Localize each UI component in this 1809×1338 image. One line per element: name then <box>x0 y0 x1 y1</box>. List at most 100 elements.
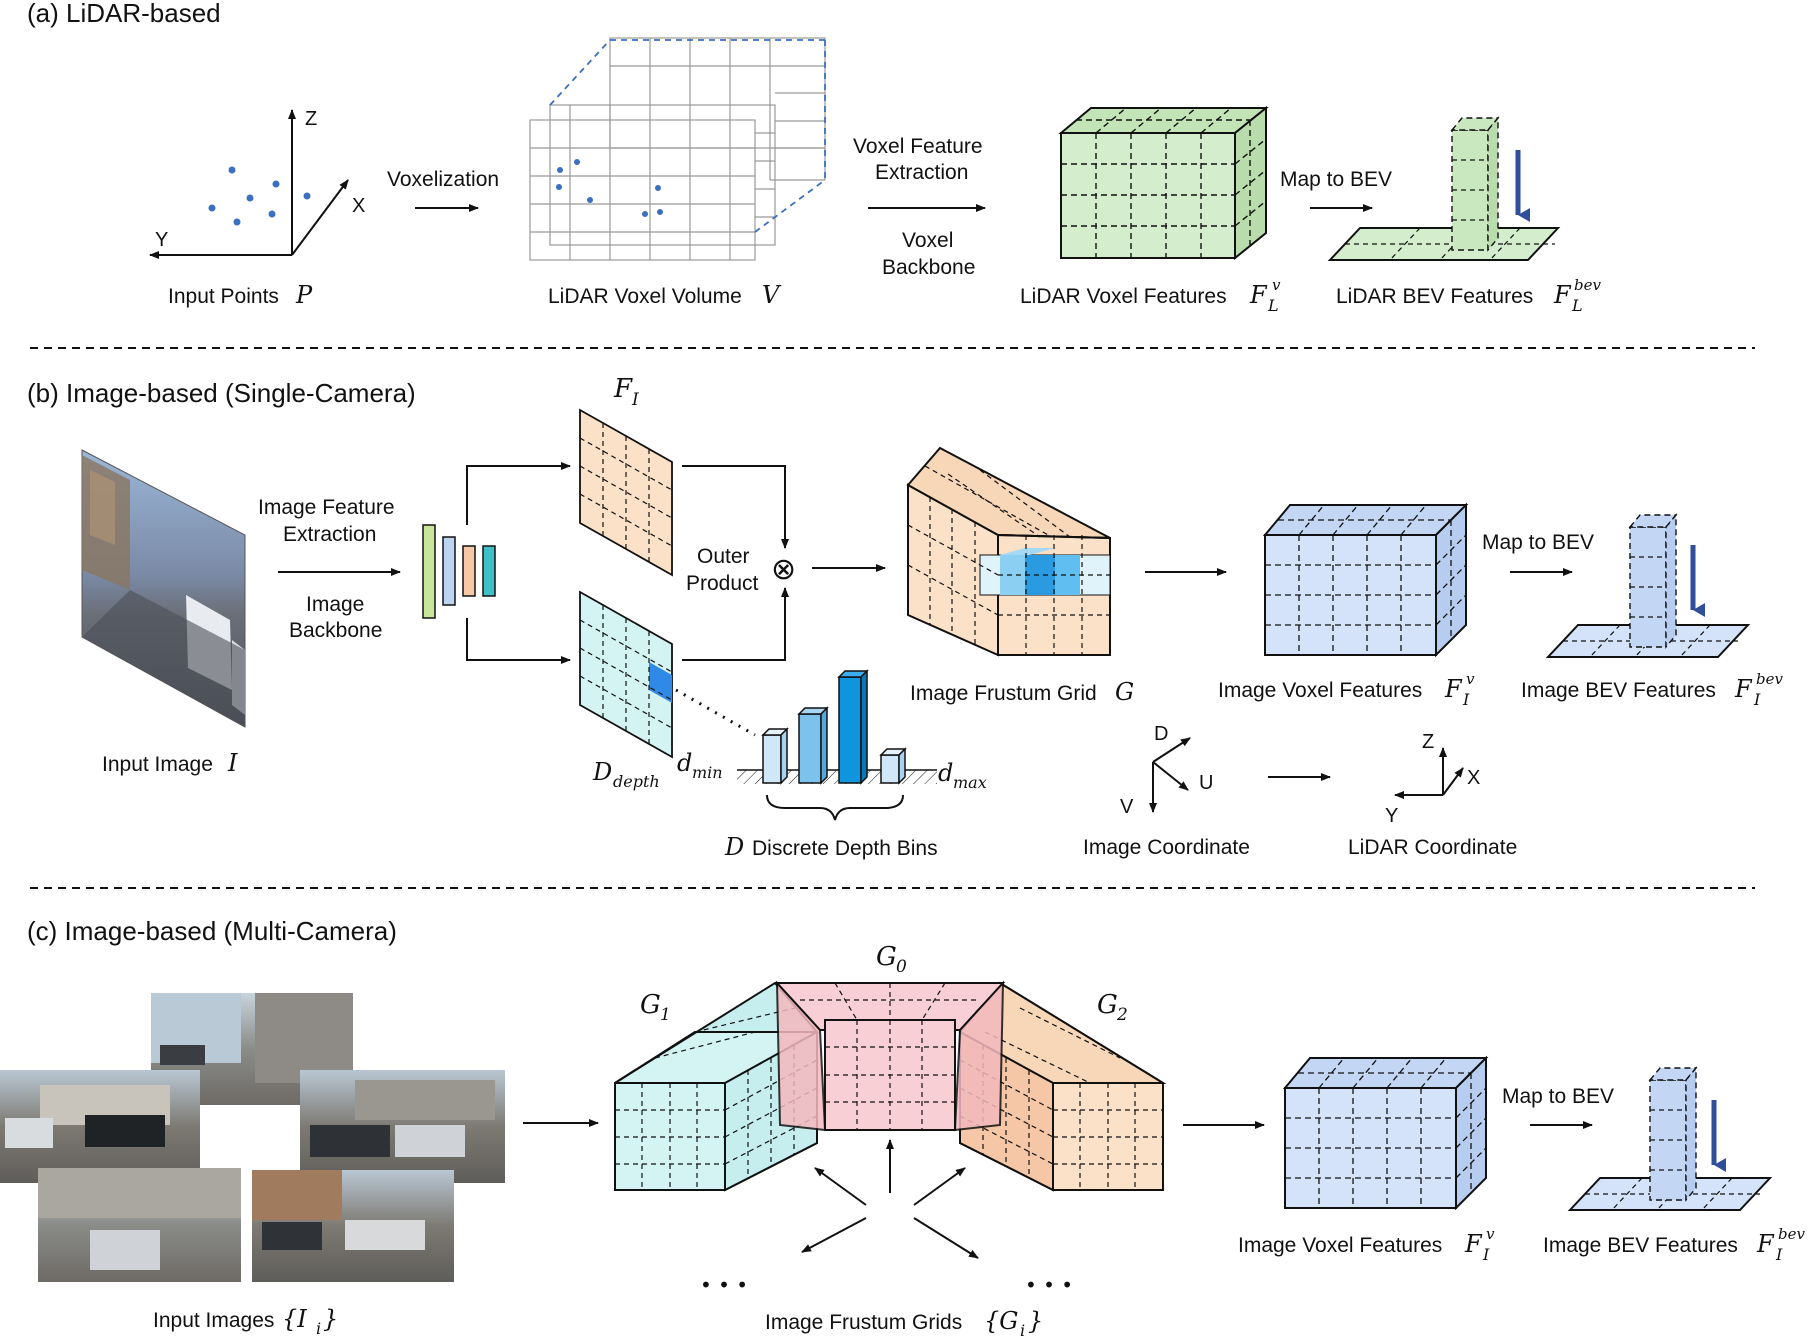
voxel-volume-label: LiDAR Voxel Volume <box>548 285 742 308</box>
lidar-axes: Z X Y <box>149 108 365 259</box>
image-bev-features-symbol-b: F <box>1734 675 1753 703</box>
frustum-grids-close: } <box>1028 1307 1043 1335</box>
image-backbone-blocks <box>422 524 496 619</box>
frustum-grids-label: Image Frustum Grids <box>765 1311 962 1334</box>
image-bev-features-symbol-c: F <box>1756 1230 1775 1258</box>
depth-dotted-link <box>675 688 756 737</box>
image-voxel-features-sub-b: I <box>1462 690 1470 709</box>
voxel-volume-symbol: V <box>762 281 782 309</box>
dmin-sub: min <box>692 763 723 782</box>
g1-symbol: G <box>640 990 661 1020</box>
depth-bins-symbol: D <box>724 833 744 861</box>
lidar-axis-x-label: X <box>1467 767 1480 789</box>
image-voxel-features-sup-c: v <box>1486 1225 1495 1243</box>
map-to-bev-label-c: Map to BEV <box>1502 1085 1614 1108</box>
dmin-symbol: d <box>677 749 692 777</box>
image-backbone-label-1: Image <box>306 593 364 616</box>
axis-z-label: Z <box>305 108 317 130</box>
input-images-collage <box>0 993 505 1282</box>
image-bev-features-sup-b: bev <box>1756 670 1783 688</box>
image-voxel-features-label-c: Image Voxel Features <box>1238 1234 1442 1257</box>
image-voxel-features-label-b: Image Voxel Features <box>1218 679 1422 702</box>
lidar-voxel-volume <box>529 37 826 261</box>
input-images-symbol: {I <box>282 1305 307 1333</box>
frustum-grid-label: Image Frustum Grid <box>910 682 1097 705</box>
depth-bins-label: Discrete Depth Bins <box>752 837 938 860</box>
lidar-voxel-features-cube <box>1058 105 1269 261</box>
lidar-coordinate-axes <box>1394 747 1464 799</box>
image-backbone-label-2: Backbone <box>289 619 382 642</box>
frustum-grid-symbol: G <box>1115 678 1134 706</box>
input-image-symbol: I <box>227 749 238 777</box>
voxel-points <box>556 159 663 217</box>
image-frustum-grid <box>906 446 1111 657</box>
axis-u-label: U <box>1199 772 1213 794</box>
outer-product-label-2: Product <box>686 572 759 595</box>
input-images-sub: i <box>316 1319 321 1338</box>
image-feature-extraction-label-1: Image Feature <box>258 496 395 519</box>
g0-sub: 0 <box>896 957 907 977</box>
lidar-voxel-features-label: LiDAR Voxel Features <box>1020 285 1227 308</box>
lidar-coordinate-label: LiDAR Coordinate <box>1348 836 1517 859</box>
image-voxel-features-sup-b: v <box>1466 670 1475 688</box>
image-voxel-features-cube-b <box>1262 502 1469 658</box>
input-images-label: Input Images <box>153 1309 274 1332</box>
section-a-title: (a) LiDAR-based <box>27 0 221 28</box>
image-voxel-features-sub-c: I <box>1482 1245 1490 1264</box>
image-bev-features-c <box>1567 1066 1773 1211</box>
image-bev-features-b <box>1545 513 1751 658</box>
frustum-grids-symbol: {G <box>984 1307 1018 1335</box>
input-images-close: } <box>323 1305 338 1333</box>
input-points-symbol: P <box>295 281 313 309</box>
ddepth-symbol: D <box>592 758 612 786</box>
axis-v-label: V <box>1120 796 1134 818</box>
axis-x-label: X <box>352 195 365 217</box>
image-feature-extraction-label-2: Extraction <box>283 523 376 546</box>
image-bev-features-label-c: Image BEV Features <box>1543 1234 1738 1257</box>
outer-product-label-1: Outer <box>697 545 750 568</box>
frustum-grid-g0 <box>774 980 1006 1132</box>
fi-symbol: F <box>613 374 633 404</box>
fi-sub: I <box>631 390 639 410</box>
ddepth-sub: depth <box>613 772 660 791</box>
arrow-fi-to-product <box>682 465 789 549</box>
image-voxel-features-symbol-c: F <box>1464 1230 1483 1258</box>
section-b-title: (b) Image-based (Single-Camera) <box>27 378 416 408</box>
lidar-bev-features-symbol: F <box>1553 281 1572 309</box>
lidar-bev-features-sub: L <box>1571 296 1583 315</box>
image-coordinate-axes <box>1149 737 1191 813</box>
frustum-grids-sub: i <box>1020 1321 1025 1338</box>
image-bev-features-sub-b: I <box>1753 690 1761 709</box>
g2-sub: 2 <box>1116 1005 1128 1025</box>
frustum-fan-arrows <box>801 1139 979 1259</box>
vfe-label-1: Voxel Feature <box>853 135 983 158</box>
dmax-sub: max <box>953 773 987 792</box>
dots-right: • • • <box>1025 1273 1073 1297</box>
lidar-voxel-features-sub: L <box>1267 296 1279 315</box>
voxel-backbone-label-1: Voxel <box>902 229 953 252</box>
lidar-bev-features <box>1327 116 1561 261</box>
arrow-ddepth-to-product <box>682 587 789 661</box>
lidar-voxel-features-symbol: F <box>1249 281 1268 309</box>
lidar-bev-features-sup: bev <box>1574 276 1601 294</box>
g1-sub: 1 <box>660 1005 671 1025</box>
input-points-label: Input Points <box>168 285 279 308</box>
fi-feature-map <box>579 408 673 577</box>
image-voxel-features-cube-c <box>1282 1055 1489 1211</box>
lidar-bev-features-label: LiDAR BEV Features <box>1336 285 1533 308</box>
vfe-label-2: Extraction <box>875 161 968 184</box>
image-coordinate-label: Image Coordinate <box>1083 836 1250 859</box>
axis-y-label: Y <box>155 229 168 251</box>
image-bev-features-sub-c: I <box>1775 1245 1783 1264</box>
section-c-title: (c) Image-based (Multi-Camera) <box>27 916 397 946</box>
g2-symbol: G <box>1097 990 1118 1020</box>
image-bev-features-label-b: Image BEV Features <box>1521 679 1716 702</box>
arrow-to-ddepth <box>466 618 571 664</box>
image-bev-features-sup-c: bev <box>1778 1225 1805 1243</box>
voxel-backbone-label-2: Backbone <box>882 256 975 279</box>
input-image-label: Input Image <box>102 753 213 776</box>
frustum-grid-g2 <box>958 981 1167 1192</box>
lidar-voxel-features-sup: v <box>1272 276 1281 294</box>
voxel-volume-dashed-edges <box>549 39 826 233</box>
lidar-axis-z-label: Z <box>1422 731 1434 753</box>
